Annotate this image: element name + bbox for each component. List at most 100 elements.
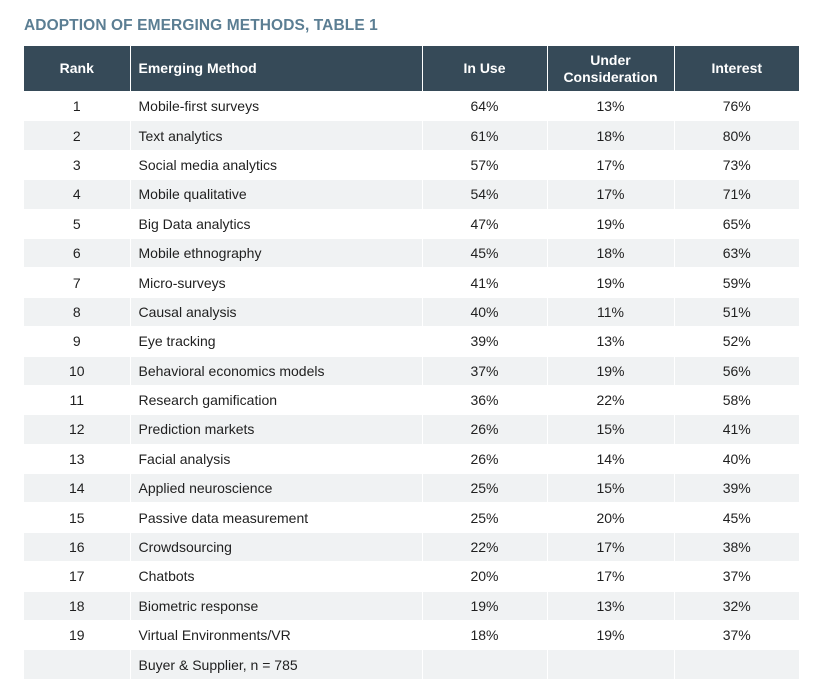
rank-cell: 4 — [24, 179, 131, 210]
rank-cell: 6 — [24, 237, 131, 268]
table-row: 4 Mobile qualitative 54% 17% 71% — [24, 179, 799, 210]
in-use-cell: 22% — [422, 531, 548, 562]
method-cell: Behavioral economics models — [130, 355, 423, 386]
method-cell: Facial analysis — [130, 443, 423, 474]
under-consideration-cell: 17% — [547, 149, 675, 180]
empty-cell — [24, 649, 131, 679]
interest-cell: 37% — [674, 561, 799, 592]
rank-cell: 19 — [24, 620, 131, 650]
interest-cell: 32% — [674, 590, 799, 621]
under-consideration-cell: 14% — [547, 443, 675, 474]
in-use-cell: 18% — [422, 620, 548, 650]
interest-cell: 59% — [674, 267, 799, 298]
method-cell: Mobile-first surveys — [130, 90, 423, 121]
method-cell: Mobile ethnography — [130, 237, 423, 268]
under-consideration-cell: 19% — [547, 620, 675, 650]
under-consideration-cell: 18% — [547, 120, 675, 151]
rank-cell: 3 — [24, 149, 131, 180]
in-use-cell: 40% — [422, 296, 548, 327]
rank-cell: 13 — [24, 443, 131, 474]
interest-cell: 51% — [674, 296, 799, 327]
header-row: Rank Emerging Method In Use Under Conside… — [24, 46, 799, 92]
sample-note: Buyer & Supplier, n = 785 — [130, 649, 423, 679]
header-rank: Rank — [24, 46, 131, 92]
in-use-cell: 25% — [422, 473, 548, 503]
under-consideration-cell: 13% — [547, 590, 675, 621]
method-cell: Eye tracking — [130, 326, 423, 357]
method-cell: Causal analysis — [130, 296, 423, 327]
under-consideration-cell: 22% — [547, 384, 675, 415]
under-consideration-cell: 13% — [547, 326, 675, 357]
under-consideration-cell: 19% — [547, 208, 675, 239]
under-consideration-cell: 17% — [547, 561, 675, 592]
in-use-cell: 39% — [422, 326, 548, 357]
table-row: 3 Social media analytics 57% 17% 73% — [24, 149, 799, 180]
in-use-cell: 47% — [422, 208, 548, 239]
under-consideration-cell: 13% — [547, 90, 675, 121]
method-cell: Virtual Environments/VR — [130, 620, 423, 650]
table-row: 2 Text analytics 61% 18% 80% — [24, 120, 799, 151]
rank-cell: 17 — [24, 561, 131, 592]
rank-cell: 1 — [24, 90, 131, 121]
rank-cell: 7 — [24, 267, 131, 298]
rank-cell: 11 — [24, 384, 131, 415]
rank-cell: 18 — [24, 590, 131, 621]
header-emerging-method: Emerging Method — [130, 46, 423, 92]
in-use-cell: 61% — [422, 120, 548, 151]
interest-cell: 58% — [674, 384, 799, 415]
under-consideration-cell: 15% — [547, 414, 675, 445]
method-cell: Research gamification — [130, 384, 423, 415]
table-row: 7 Micro-surveys 41% 19% 59% — [24, 267, 799, 298]
method-cell: Text analytics — [130, 120, 423, 151]
rank-cell: 15 — [24, 502, 131, 533]
method-cell: Biometric response — [130, 590, 423, 621]
table-row: 1 Mobile-first surveys 64% 13% 76% — [24, 90, 799, 121]
method-cell: Mobile qualitative — [130, 179, 423, 210]
method-cell: Social media analytics — [130, 149, 423, 180]
rank-cell: 16 — [24, 531, 131, 562]
interest-cell: 73% — [674, 149, 799, 180]
interest-cell: 63% — [674, 237, 799, 268]
method-cell: Big Data analytics — [130, 208, 423, 239]
header-in-use: In Use — [422, 46, 548, 92]
in-use-cell: 26% — [422, 443, 548, 474]
in-use-cell: 57% — [422, 149, 548, 180]
table-row: 17 Chatbots 20% 17% 37% — [24, 561, 799, 592]
table-row: 14 Applied neuroscience 25% 15% 39% — [24, 473, 799, 503]
empty-cell — [674, 649, 799, 679]
under-consideration-cell: 20% — [547, 502, 675, 533]
rank-cell: 5 — [24, 208, 131, 239]
table-row: 5 Big Data analytics 47% 19% 65% — [24, 208, 799, 239]
method-cell: Crowdsourcing — [130, 531, 423, 562]
under-consideration-cell: 19% — [547, 355, 675, 386]
under-consideration-cell: 11% — [547, 296, 675, 327]
rank-cell: 10 — [24, 355, 131, 386]
rank-cell: 12 — [24, 414, 131, 445]
adoption-table: Rank Emerging Method In Use Under Conside… — [24, 46, 799, 679]
table-row: 8 Causal analysis 40% 11% 51% — [24, 296, 799, 327]
in-use-cell: 26% — [422, 414, 548, 445]
rank-cell: 2 — [24, 120, 131, 151]
under-consideration-cell: 15% — [547, 473, 675, 503]
method-cell: Passive data measurement — [130, 502, 423, 533]
interest-cell: 39% — [674, 473, 799, 503]
method-cell: Chatbots — [130, 561, 423, 592]
interest-cell: 71% — [674, 179, 799, 210]
in-use-cell: 41% — [422, 267, 548, 298]
rank-cell: 9 — [24, 326, 131, 357]
interest-cell: 45% — [674, 502, 799, 533]
in-use-cell: 64% — [422, 90, 548, 121]
interest-cell: 38% — [674, 531, 799, 562]
table-row: 12 Prediction markets 26% 15% 41% — [24, 414, 799, 445]
empty-cell — [422, 649, 548, 679]
under-consideration-cell: 19% — [547, 267, 675, 298]
interest-cell: 76% — [674, 90, 799, 121]
in-use-cell: 20% — [422, 561, 548, 592]
rank-cell: 8 — [24, 296, 131, 327]
under-consideration-cell: 17% — [547, 179, 675, 210]
header-under-line2: Consideration — [563, 68, 658, 85]
rank-cell: 14 — [24, 473, 131, 503]
table-row: 16 Crowdsourcing 22% 17% 38% — [24, 531, 799, 562]
footer-row: Buyer & Supplier, n = 785 — [24, 649, 799, 679]
